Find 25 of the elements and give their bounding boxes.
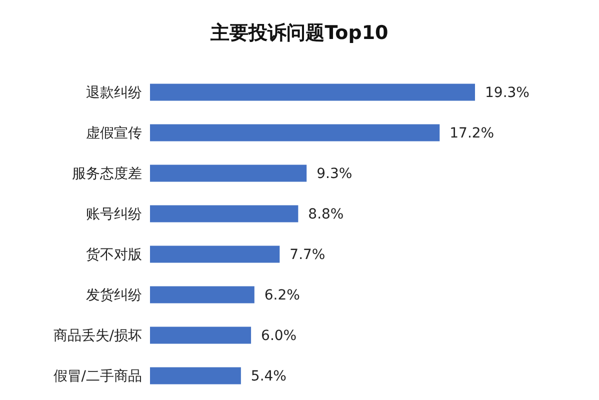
y-tick-label: 假冒/二手商品 <box>53 368 142 385</box>
bar <box>150 246 280 263</box>
data-label: 19.3% <box>485 85 530 102</box>
bar <box>150 124 440 142</box>
y-tick-label: 虚假宣传 <box>86 126 142 142</box>
y-tick-label: 发货纠纷 <box>86 288 142 304</box>
data-label: 5.4% <box>250 368 287 385</box>
chart-title: 主要投诉问题Top10 <box>210 21 390 46</box>
y-tick-label: 货不对版 <box>86 247 142 264</box>
y-tick-label: 账号纠纷 <box>86 206 142 223</box>
bar <box>150 367 241 384</box>
y-tick-label: 服务态度差 <box>72 166 142 182</box>
bar <box>150 326 252 344</box>
y-tick-label: 退款纠纷 <box>86 85 142 102</box>
data-label: 7.7% <box>290 247 326 264</box>
data-label: 8.8% <box>308 206 344 223</box>
data-label: 6.2% <box>264 288 300 304</box>
data-label: 6.0% <box>261 328 297 344</box>
bar <box>150 164 307 182</box>
y-tick-label: 商品丢失/损坏 <box>53 328 142 344</box>
data-label: 9.3% <box>316 166 352 182</box>
bar <box>150 286 254 304</box>
bar <box>150 84 475 101</box>
data-label: 17.2% <box>450 126 494 142</box>
bar <box>150 205 298 222</box>
